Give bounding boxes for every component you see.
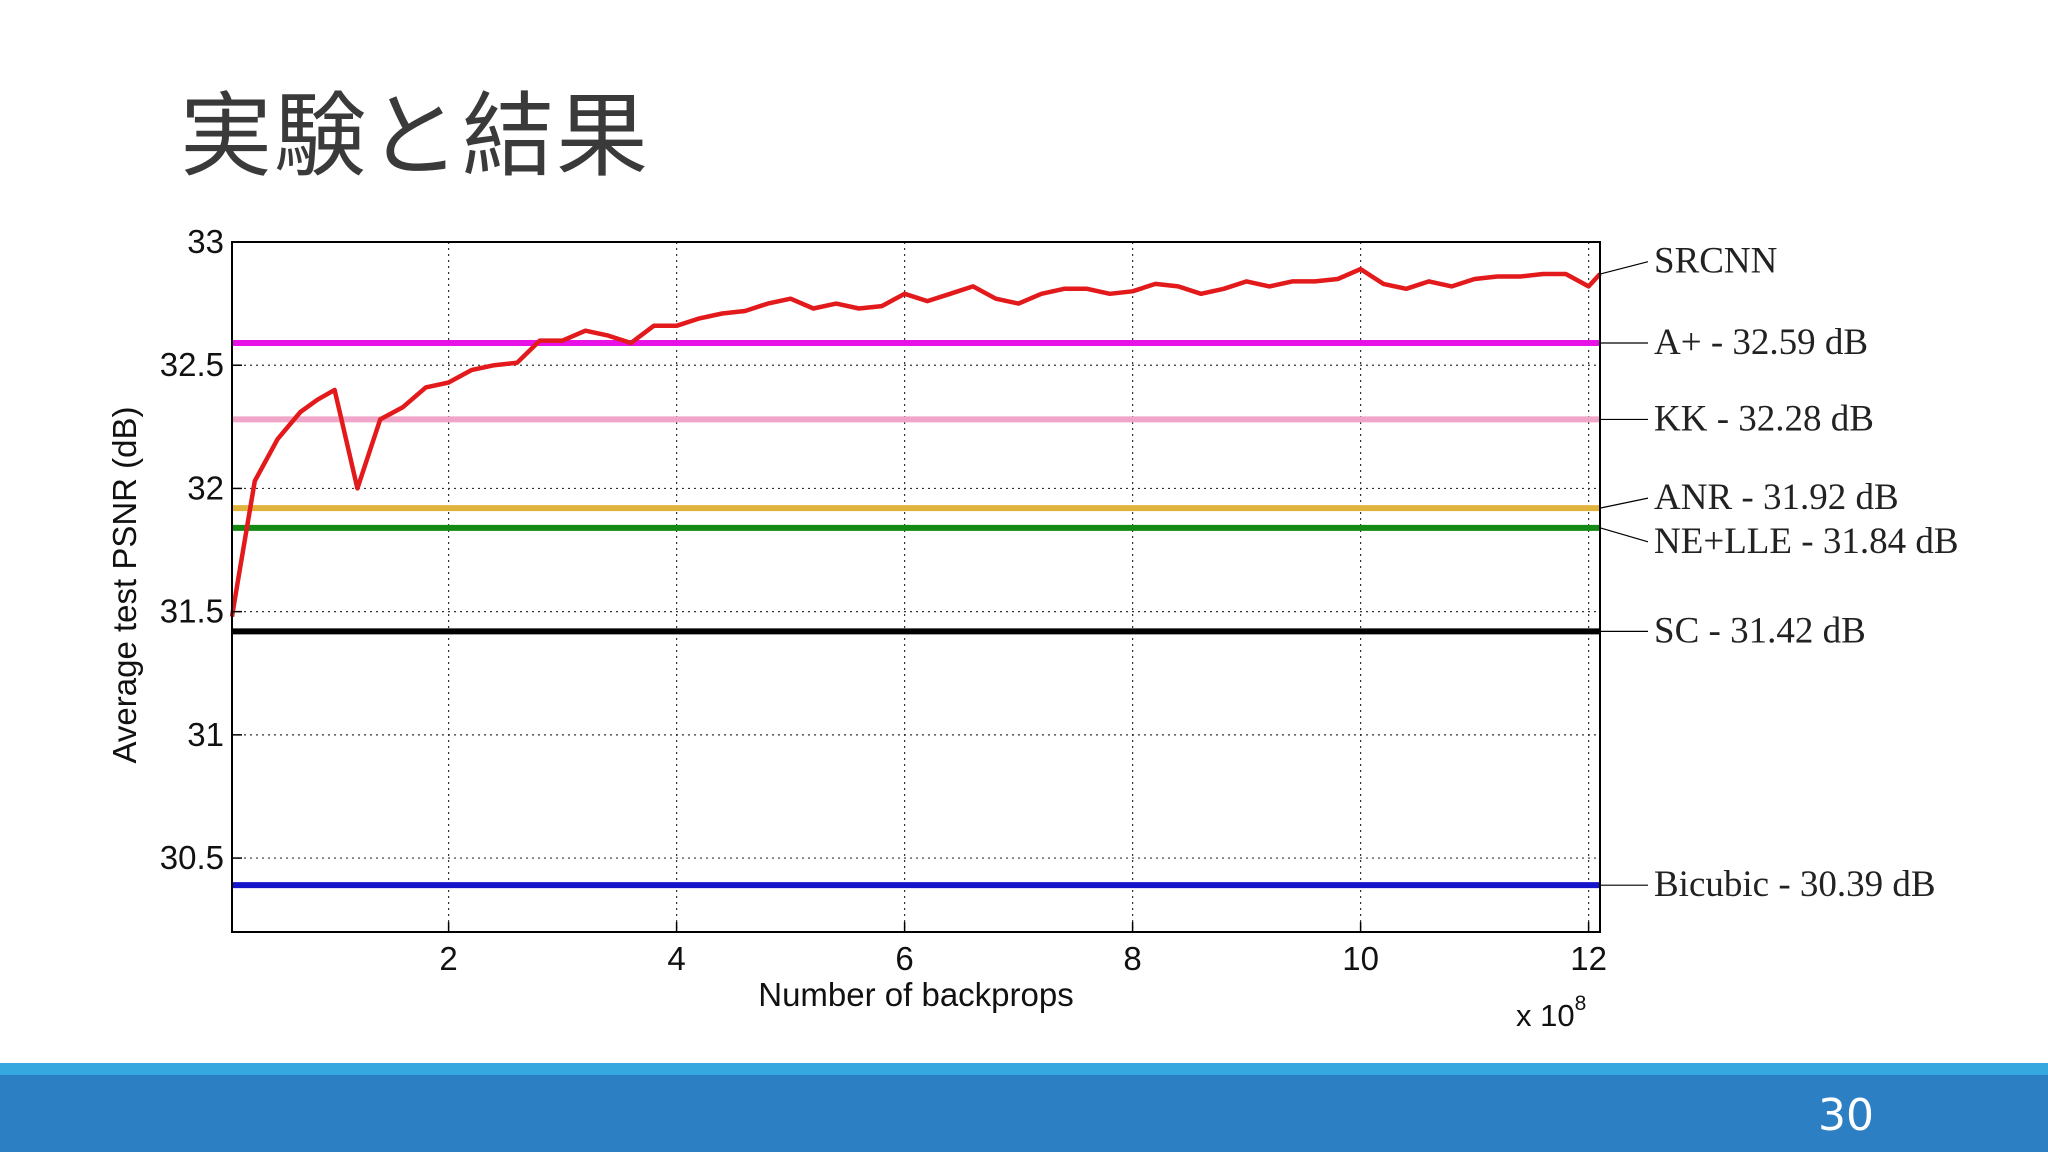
axis-ticks: 2 4 6 8 10 12 30.5 31 31.5 32 32.5 33	[160, 223, 1607, 977]
page-number: 30	[1818, 1090, 1874, 1141]
footer-bar	[0, 1075, 2048, 1152]
callout-line	[1599, 527, 1649, 543]
y-tick-label: 33	[187, 223, 224, 260]
x-tick-label: 4	[667, 940, 685, 977]
baseline-label: NE+LLE - 31.84 dB	[1654, 521, 1959, 562]
x-multiplier-exponent: 8	[1575, 992, 1587, 1015]
baseline-lines	[232, 340, 1600, 889]
baseline-label: ANR - 31.92 dB	[1654, 477, 1899, 518]
y-tick-label: 32	[187, 469, 224, 506]
baseline-label: A+ - 32.59 dB	[1654, 322, 1868, 363]
x-axis-multiplier: x 108	[1516, 992, 1586, 1033]
y-tick-label: 30.5	[160, 839, 224, 876]
x-multiplier-base: x 10	[1516, 998, 1575, 1033]
plot-frame	[231, 241, 1601, 933]
x-tick-label: 6	[895, 940, 913, 977]
callout-line	[1599, 497, 1649, 509]
baseline-label: Bicubic - 30.39 dB	[1654, 864, 1936, 905]
psnr-line-chart: 2 4 6 8 10 12 30.5 31 31.5 32 32.5 33 A+ - 32.59 dB…	[106, 223, 1959, 1033]
baseline-label: KK - 32.28 dB	[1654, 398, 1874, 439]
series-line-srcnn	[229, 266, 1602, 617]
x-tick-label: 2	[439, 940, 457, 977]
y-tick-label: 32.5	[160, 346, 224, 383]
x-axis-label: Number of backprops	[758, 976, 1073, 1013]
x-tick-label: 8	[1123, 940, 1141, 977]
series-label: SRCNN	[1654, 241, 1777, 282]
callout-line	[1599, 261, 1649, 275]
baseline-label: SC - 31.42 dB	[1654, 610, 1866, 651]
y-tick-label: 31.5	[160, 593, 224, 630]
callouts: A+ - 32.59 dB KK - 32.28 dB ANR - 31.92 dB…	[1599, 241, 1959, 905]
series-lines	[229, 266, 1602, 617]
slide-title: 実験と結果	[180, 83, 651, 190]
y-axis-label: Average test PSNR (dB)	[106, 406, 143, 763]
footer-accent-line	[0, 1063, 2048, 1075]
x-tick-label: 10	[1342, 940, 1379, 977]
y-tick-label: 31	[187, 716, 224, 753]
x-tick-label: 12	[1570, 940, 1607, 977]
